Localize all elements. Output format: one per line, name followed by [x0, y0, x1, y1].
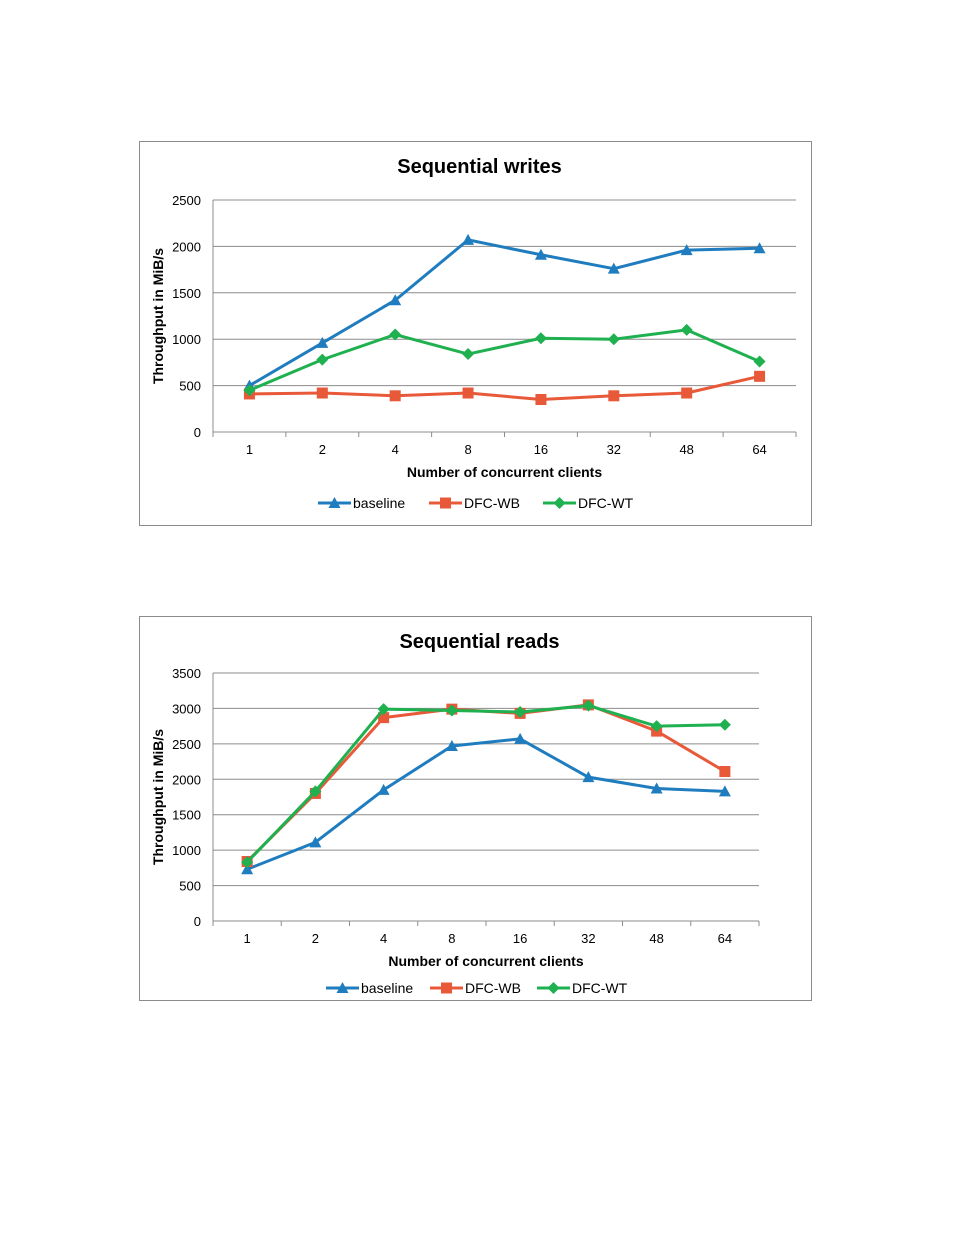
chart-writes-point-dfc-wt: [316, 353, 329, 366]
chart-reads-title: Sequential reads: [399, 631, 559, 653]
chart-reads-legend-label-baseline: baseline: [361, 980, 413, 996]
chart-writes-point-dfc-wt: [680, 323, 693, 336]
chart-writes-x-tick-label: 32: [607, 442, 621, 457]
chart-reads-y-tick-label: 3500: [172, 666, 201, 681]
chart-reads-y-tick-label: 0: [194, 914, 201, 929]
chart-reads-legend-label-dfc-wb: DFC-WB: [465, 980, 521, 996]
chart-writes-point-dfc-wb: [754, 370, 766, 382]
chart-writes-point-baseline: [316, 336, 329, 348]
chart-sequential-writes: Sequential writes 0 500 1000 1500 2000 2500 1 2 4…: [139, 141, 812, 526]
chart-reads-point-dfc-wt: [309, 785, 322, 798]
chart-writes-x-tick-label: 16: [534, 442, 548, 457]
chart-reads-legend-label-dfc-wt: DFC-WT: [572, 980, 628, 996]
chart-reads-x-tick-label: 4: [380, 931, 387, 946]
chart-writes-point-dfc-wt: [534, 332, 547, 345]
chart-writes-series-line-dfc-wb: [249, 374, 760, 402]
chart-reads-legend-marker-baseline: [336, 982, 349, 993]
chart-writes-point-baseline: [462, 233, 475, 245]
chart-writes-point-dfc-wb: [389, 390, 401, 402]
chart-reads-x-tick-label: 16: [513, 931, 527, 946]
chart-reads-x-tick-label: 48: [649, 931, 663, 946]
chart-writes-y-tick-label: 2000: [172, 239, 201, 254]
chart-reads-x-tick-label: 64: [718, 931, 732, 946]
chart-writes-x-axis-label: Number of concurrent clients: [407, 464, 602, 480]
chart-writes-x-tick-label: 8: [464, 442, 471, 457]
chart-reads-point-dfc-wt: [650, 720, 663, 733]
chart-writes-point-dfc-wt: [462, 348, 475, 361]
chart-writes-point-dfc-wb: [316, 387, 328, 399]
chart-reads-point-baseline: [582, 771, 595, 783]
chart-writes-x-tick-label: 1: [246, 442, 253, 457]
chart-reads-point-baseline: [445, 739, 458, 751]
chart-reads-legend-marker-dfc-wt: [547, 982, 560, 994]
chart-writes-point-dfc-wt: [753, 355, 766, 368]
chart-writes-x-tick-label: 48: [679, 442, 693, 457]
chart-sequential-reads: Sequential reads 0 500 1000 1500 2000 2500 3000…: [139, 616, 812, 1001]
chart-writes-legend-label-dfc-wt: DFC-WT: [578, 495, 634, 511]
chart-writes-point-baseline: [680, 244, 693, 256]
chart-reads-point-dfc-wt: [445, 704, 458, 717]
chart-writes-point-dfc-wb: [462, 387, 474, 399]
chart-reads-series-line-dfc-wt: [246, 704, 725, 864]
chart-reads-y-tick-label: 1000: [172, 843, 201, 858]
chart-writes-series-line-baseline: [248, 238, 760, 387]
chart-reads-point-baseline: [241, 863, 254, 875]
chart-reads-point-dfc-wb: [719, 765, 731, 777]
chart-writes-point-dfc-wb: [681, 387, 693, 399]
chart-reads-point-baseline: [309, 836, 322, 848]
chart-writes-x-tick-label: 2: [319, 442, 326, 457]
chart-reads-x-axis-label: Number of concurrent clients: [388, 953, 583, 969]
chart-reads-point-baseline: [377, 783, 390, 795]
chart-writes-legend-label-dfc-wb: DFC-WB: [464, 495, 520, 511]
chart-writes-x-tick-label: 64: [752, 442, 766, 457]
chart-reads-series-line-baseline: [246, 737, 725, 871]
chart-writes-title: Sequential writes: [397, 156, 562, 178]
chart-writes-legend-marker-dfc-wt: [553, 497, 566, 509]
chart-reads-point-dfc-wt: [241, 856, 254, 869]
chart-reads-point-baseline: [650, 782, 663, 794]
chart-writes-svg: Sequential writes 0 500 1000 1500 2000 2500 1 2 4…: [150, 156, 797, 511]
chart-reads-y-axis-label: Throughput in MiB/s: [150, 729, 166, 865]
chart-reads-y-tick-label: 1500: [172, 808, 201, 823]
chart-reads-x-tick-label: 2: [312, 931, 319, 946]
chart-writes-point-baseline: [607, 262, 620, 274]
chart-reads-point-dfc-wt: [582, 699, 595, 712]
chart-writes-series-line-dfc-wt: [248, 328, 761, 392]
chart-writes-legend-marker-dfc-wb: [440, 497, 451, 509]
chart-writes-y-tick-label: 0: [194, 425, 201, 440]
chart-reads-point-dfc-wt: [514, 705, 527, 718]
chart-reads-point-baseline: [718, 785, 731, 797]
chart-reads-x-tick-label: 1: [244, 931, 251, 946]
chart-writes-point-dfc-wb: [608, 390, 620, 402]
chart-writes-y-tick-label: 500: [179, 379, 201, 394]
chart-writes-point-dfc-wt: [389, 328, 402, 341]
chart-reads-point-dfc-wt: [718, 718, 731, 731]
chart-writes-point-dfc-wt: [607, 333, 620, 346]
chart-reads-svg: Sequential reads 0 500 1000 1500 2000 2500 3000…: [150, 631, 760, 996]
chart-writes-point-baseline: [753, 242, 766, 254]
chart-writes-legend-marker-baseline: [328, 497, 341, 508]
chart-reads-legend-marker-dfc-wb: [441, 982, 452, 994]
chart-writes-y-tick-label: 1500: [172, 286, 201, 301]
chart-writes-y-tick-label: 1000: [172, 332, 201, 347]
chart-reads-x-tick-label: 8: [448, 931, 455, 946]
chart-reads-y-tick-label: 3000: [172, 701, 201, 716]
chart-reads-point-baseline: [514, 732, 527, 744]
chart-writes-y-tick-label: 2500: [172, 193, 201, 208]
chart-writes-point-baseline: [389, 294, 402, 306]
chart-reads-point-dfc-wb: [378, 712, 390, 724]
chart-reads-x-tick-label: 32: [581, 931, 595, 946]
chart-writes-point-baseline: [534, 248, 547, 260]
chart-writes-x-tick-label: 4: [392, 442, 399, 457]
chart-reads-y-tick-label: 500: [179, 879, 201, 894]
chart-writes-point-dfc-wt: [243, 384, 256, 397]
chart-writes-point-dfc-wb: [535, 394, 547, 406]
chart-reads-y-tick-label: 2500: [172, 737, 201, 752]
chart-reads-point-dfc-wt: [377, 703, 390, 716]
chart-reads-y-tick-label: 2000: [172, 772, 201, 787]
chart-writes-legend-label-baseline: baseline: [353, 495, 405, 511]
chart-writes-y-axis-label: Throughput in MiB/s: [150, 248, 166, 384]
